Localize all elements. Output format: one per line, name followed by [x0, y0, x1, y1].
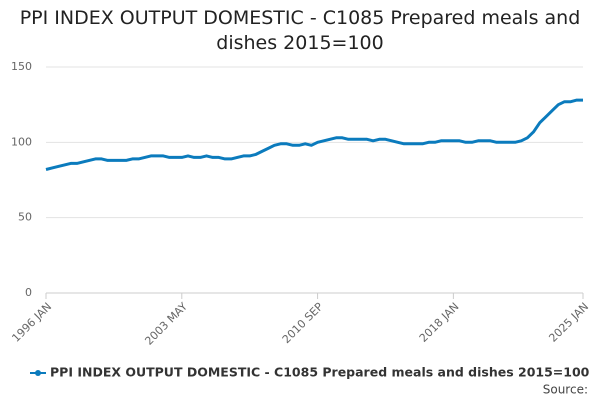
y-tick-label: 50	[18, 211, 32, 224]
legend-marker	[35, 370, 41, 376]
source: Source:	[543, 383, 588, 397]
x-tick-label: 2025 JAN	[546, 300, 591, 345]
chart-title: PPI INDEX OUTPUT DOMESTIC - C1085 Prepar…	[19, 7, 581, 54]
legend-label: PPI INDEX OUTPUT DOMESTIC - C1085 Prepar…	[50, 365, 590, 380]
x-tick-label: 2010 SEP	[280, 300, 326, 346]
y-tick-label: 0	[25, 286, 32, 299]
x-tick-label: 2018 JAN	[417, 300, 462, 345]
y-tick-label: 100	[11, 135, 32, 148]
data-line	[45, 98, 583, 171]
x-tick-label: 2003 MAY	[142, 300, 190, 348]
y-tick-label: 150	[11, 60, 32, 73]
x-tick-label: 1996 JAN	[9, 300, 54, 345]
